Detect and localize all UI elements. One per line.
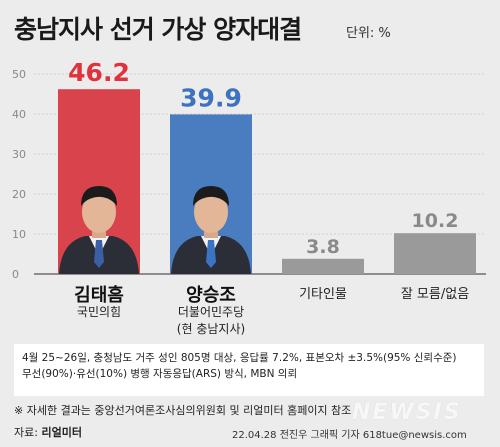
candidate-photo-1 <box>59 186 139 274</box>
y-tick-label-20: 20 <box>12 188 26 201</box>
page-title: 충남지사 선거 가상 양자대결 <box>14 15 302 44</box>
bar-4 <box>394 233 476 274</box>
footnote-line-2: 무선(90%)·유선(10%) 병행 자동응답(ARS) 방식, MBN 의뢰 <box>22 368 298 380</box>
bar-value-label-1: 46.2 <box>68 58 130 87</box>
y-tick-label-30: 30 <box>12 148 26 161</box>
footnote-line-1: 4월 25~26일, 충청남도 거주 성인 805명 대상, 응답률 7.2%,… <box>22 352 457 364</box>
y-tick-label-0: 0 <box>12 268 19 281</box>
candidate-name-2: 양승조 <box>186 285 236 306</box>
y-tick-label-50: 50 <box>12 68 26 81</box>
candidate-name-1: 김태흠 <box>74 285 124 306</box>
graphic-credit: 22.04.28 전진우 그래픽 기자 618tue@newsis.com <box>232 430 467 441</box>
survey-footnote: 4월 25~26일, 충청남도 거주 성인 805명 대상, 응답률 7.2%,… <box>14 344 484 396</box>
candidate-photo-2 <box>171 186 251 274</box>
source-line: 자료: 리얼미터 <box>14 424 82 440</box>
reference-note: ※ 자세한 결과는 중앙선거여론조사심의위원회 및 리얼미터 홈페이지 참조 <box>14 404 352 417</box>
y-tick-label-10: 10 <box>12 228 26 241</box>
y-tick-label-40: 40 <box>12 108 26 121</box>
source-value: 리얼미터 <box>41 426 82 439</box>
bar-value-label-2: 39.9 <box>180 83 242 112</box>
unit-label: 단위: % <box>346 26 391 41</box>
category-label-unsure: 잘 모름/없음 <box>400 287 470 302</box>
bar-value-label-4: 10.2 <box>412 210 459 232</box>
candidate-note-2: (현 충남지사) <box>176 322 246 336</box>
newsis-watermark: NEWSIS <box>352 400 462 425</box>
candidate-party-1: 국민의힘 <box>76 305 122 319</box>
category-label-other: 기타인물 <box>299 287 347 302</box>
bar-value-label-3: 3.8 <box>306 236 340 258</box>
source-label: 자료: <box>14 426 38 439</box>
candidate-party-2: 더불어민주당 <box>177 305 245 319</box>
bar-3 <box>282 258 364 274</box>
